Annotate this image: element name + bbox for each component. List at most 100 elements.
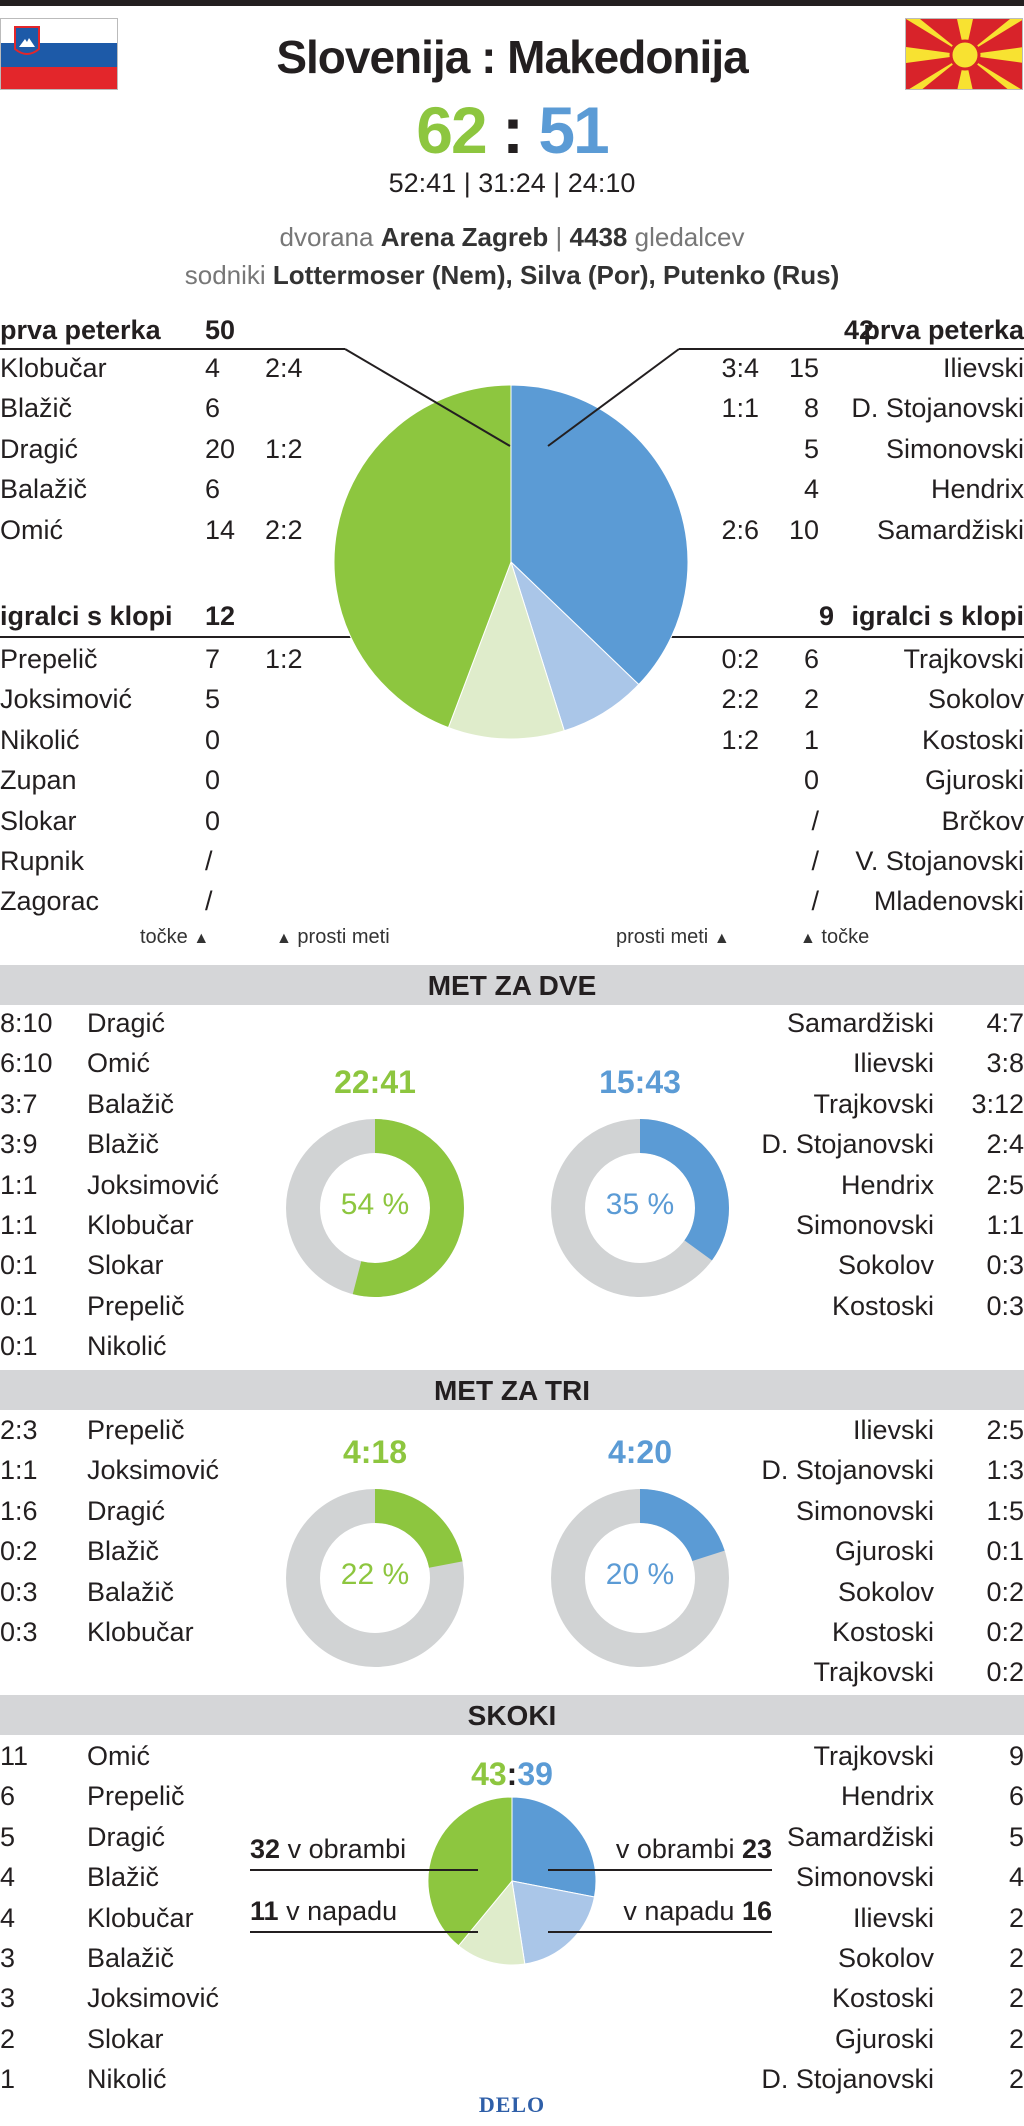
pie-slice-away-starters <box>510 384 689 686</box>
player-stat: 6:10 <box>0 1048 53 1079</box>
player-points: 6 <box>205 393 221 424</box>
player-stat: 1:1 <box>986 1210 1024 1240</box>
player-name: Blažič <box>87 1536 160 1567</box>
player-stat: 6 <box>0 1781 16 1812</box>
away-off-label: v napadu <box>623 1896 735 1926</box>
player-name: Balažič <box>0 474 88 505</box>
rebounds-home-total: 43 <box>471 1756 507 1792</box>
player-name: Klobučar <box>87 1210 194 1240</box>
player-name: Omić <box>87 1741 150 1771</box>
legend-ft-home: ▲ prosti meti <box>276 926 390 949</box>
player-stat: 3:8 <box>986 1048 1024 1079</box>
player-name: Simonovski <box>795 1862 934 1893</box>
referees-prefix: sodniki <box>184 260 266 290</box>
player-name: Klobučar <box>0 353 107 383</box>
venue-name: Arena Zagreb <box>380 222 549 252</box>
player-stat: 11 <box>0 1741 29 1771</box>
player-name: Ilievski <box>942 353 1024 383</box>
referees-names: Lottermoser (Nem), Silva (Por), Putenko … <box>272 260 840 290</box>
three-point-away-pct: 20 % <box>605 1558 675 1591</box>
player-name: Blažič <box>87 1862 160 1893</box>
player-free-throws: 1:2 <box>721 724 759 755</box>
player-name: Zupan <box>0 765 77 796</box>
rebounds-separator: : <box>506 1756 518 1792</box>
away-off-rule <box>548 1931 772 1933</box>
donut-value-arc <box>286 1119 464 1297</box>
player-name: Omić <box>0 514 63 545</box>
player-stat: 2 <box>1008 1943 1024 1973</box>
player-name: Mladenovski <box>873 886 1024 917</box>
two-point-away-donut <box>551 1119 729 1297</box>
two-point-away-pct: 35 % <box>605 1188 675 1221</box>
player-stat: 2:4 <box>986 1129 1024 1160</box>
player-name: Hendrix <box>840 1169 934 1200</box>
home-bench-total: 12 <box>205 601 236 631</box>
home-starters-label: prva peterka <box>0 315 161 345</box>
player-name: Kostoski <box>831 1290 934 1321</box>
away-starters-total: 42 <box>843 315 874 345</box>
player-points: 6 <box>205 474 221 505</box>
venue-separator: | <box>555 222 563 252</box>
player-points: / <box>811 805 819 836</box>
player-name: Samardžiski <box>786 1821 934 1852</box>
player-name: Kostoski <box>831 1983 934 2014</box>
player-points: 0 <box>803 765 819 796</box>
donut-value-arc <box>551 1119 729 1297</box>
player-free-throws: 1:2 <box>265 644 303 674</box>
two-point-home-total: 22:41 <box>334 1064 416 1100</box>
legend-points-home: točke ▲ <box>140 926 209 949</box>
three-point-away-total: 4:20 <box>607 1434 673 1470</box>
legend-ft-away: prosti meti ▲ <box>616 926 730 949</box>
home-def-rule <box>250 1869 478 1871</box>
period-scores: 52:41 | 31:24 | 24:10 <box>388 168 636 198</box>
three-point-header: MET ZA TRI <box>0 1370 1024 1410</box>
player-free-throws: 2:6 <box>721 514 759 545</box>
three-point-home-donut <box>286 1489 464 1667</box>
player-stat: 3 <box>0 1943 16 1973</box>
player-name: Blažič <box>87 1129 160 1160</box>
player-points: 1 <box>803 724 819 755</box>
home-score: 62 <box>416 93 487 167</box>
home-def-rebounds: 32 v obrambi <box>250 1833 406 1865</box>
player-name: Balažič <box>87 1576 175 1607</box>
player-free-throws: 2:4 <box>265 353 303 383</box>
player-stat: 0:1 <box>0 1290 38 1321</box>
player-stat: 4 <box>0 1862 16 1893</box>
home-starters-rule <box>0 348 345 350</box>
player-name: Hendrix <box>840 1781 934 1812</box>
player-points: 5 <box>205 684 221 715</box>
player-name: Sokolov <box>837 1250 934 1281</box>
player-name: Klobučar <box>87 1617 194 1647</box>
rebounds-header: SKOKI <box>0 1695 1024 1735</box>
pie-slice-home-bench <box>447 560 565 740</box>
legend-points-text: točke <box>140 926 188 948</box>
player-name: Ilievski <box>852 1048 934 1079</box>
legend-points-text: točke <box>821 926 870 948</box>
player-stat: 0:1 <box>0 1250 38 1281</box>
player-points: 10 <box>788 514 819 545</box>
player-stat: 4:7 <box>986 1008 1024 1038</box>
final-score: 62 : 51 <box>0 92 1024 168</box>
player-name: Joksimović <box>87 1983 220 2014</box>
three-point-away-donut <box>551 1489 729 1667</box>
match-title: Slovenija : Makedonija <box>0 30 1024 84</box>
pie-leader-home-starters <box>344 348 511 447</box>
home-def-label: v obrambi <box>287 1834 407 1864</box>
player-points: 15 <box>788 353 819 383</box>
player-name: Trajkovski <box>903 644 1024 674</box>
player-points: 0 <box>205 724 221 755</box>
player-name: Klobučar <box>87 1902 194 1933</box>
player-name: Dragić <box>87 1008 166 1038</box>
player-name: Nikolić <box>87 1331 167 1362</box>
player-free-throws: 1:1 <box>721 393 759 424</box>
rebounds-away-total: 39 <box>517 1756 553 1792</box>
points-pie-chart <box>333 348 689 740</box>
player-stat: 2 <box>1008 2064 1024 2095</box>
player-points: 2 <box>803 684 819 715</box>
player-name: D. Stojanovski <box>851 393 1024 424</box>
player-stat: 5 <box>1008 1821 1024 1852</box>
donut-value-arc <box>286 1489 464 1667</box>
player-name: D. Stojanovski <box>761 1129 934 1160</box>
player-free-throws: 3:4 <box>721 353 759 383</box>
rebounds-total: 43:39 <box>412 1756 612 1793</box>
